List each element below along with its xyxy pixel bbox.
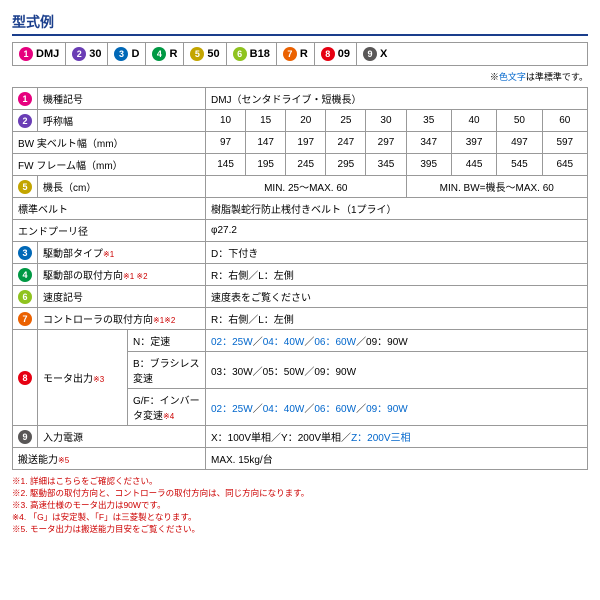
badge-6-icon: 6 xyxy=(233,47,247,61)
model-cell: 550 xyxy=(184,43,226,65)
model-code-text: B18 xyxy=(250,48,270,60)
model-code-text: 30 xyxy=(89,48,101,60)
badge-8-icon: 8 xyxy=(18,371,32,385)
model-cell: 7R xyxy=(277,43,315,65)
section-title: 型式例 xyxy=(12,12,588,36)
footnotes: ※1. 詳細はこちらをご確認ください。※2. 駆動部の取付方向と、コントローラの… xyxy=(12,476,588,535)
model-cell: 809 xyxy=(315,43,357,65)
badge-7-icon: 7 xyxy=(283,47,297,61)
footnote-line: ※4. 「G」は安定製、「F」は三菱製となります。 xyxy=(12,512,588,524)
model-cell: 1DMJ xyxy=(13,43,66,65)
model-cell: 9X xyxy=(357,43,393,65)
spec-table: 1機種記号DMJ（センタドライブ・短機長）2呼称幅101520253035405… xyxy=(12,87,588,470)
model-code-text: X xyxy=(380,48,387,60)
badge-6-icon: 6 xyxy=(18,290,32,304)
model-code-text: 09 xyxy=(338,48,350,60)
legend-note: ※色文字は準標準です。 xyxy=(12,70,588,83)
footnote-line: ※2. 駆動部の取付方向と、コントローラの取付方向は、同じ方向になります。 xyxy=(12,488,588,500)
badge-3-icon: 3 xyxy=(18,246,32,260)
model-code-text: DMJ xyxy=(36,48,59,60)
badge-5-icon: 5 xyxy=(18,180,32,194)
badge-9-icon: 9 xyxy=(18,430,32,444)
model-cell: 6B18 xyxy=(227,43,277,65)
model-code-text: D xyxy=(131,48,139,60)
model-code-text: R xyxy=(300,48,308,60)
badge-9-icon: 9 xyxy=(363,47,377,61)
badge-1-icon: 1 xyxy=(19,47,33,61)
badge-1-icon: 1 xyxy=(18,92,32,106)
badge-2-icon: 2 xyxy=(18,114,32,128)
model-cell: 4R xyxy=(146,43,184,65)
badge-8-icon: 8 xyxy=(321,47,335,61)
footnote-line: ※1. 詳細はこちらをご確認ください。 xyxy=(12,476,588,488)
badge-5-icon: 5 xyxy=(190,47,204,61)
badge-7-icon: 7 xyxy=(18,312,32,326)
badge-3-icon: 3 xyxy=(114,47,128,61)
model-cell: 3D xyxy=(108,43,146,65)
badge-2-icon: 2 xyxy=(72,47,86,61)
model-cell: 230 xyxy=(66,43,108,65)
footnote-line: ※5. モータ出力は搬送能力目安をご覧ください。 xyxy=(12,524,588,536)
badge-4-icon: 4 xyxy=(152,47,166,61)
model-code-text: 50 xyxy=(207,48,219,60)
model-code-text: R xyxy=(169,48,177,60)
badge-4-icon: 4 xyxy=(18,268,32,282)
model-code-row: 1DMJ2303D4R5506B187R8099X xyxy=(12,42,588,66)
footnote-line: ※3. 高速仕様のモータ出力は90Wです。 xyxy=(12,500,588,512)
